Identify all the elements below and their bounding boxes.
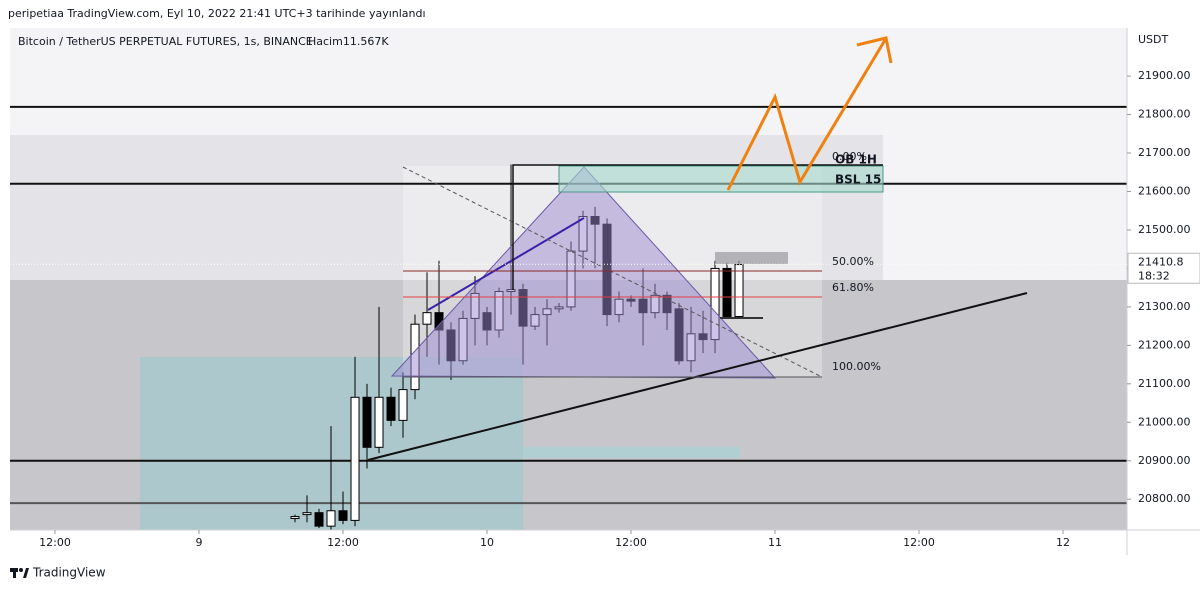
candle-body	[326, 510, 336, 527]
x-tick-label: 12:00	[39, 536, 71, 549]
x-tick-label: 11	[768, 536, 782, 549]
last-price: 21410.8	[1138, 255, 1184, 268]
annotation: 61.80%	[832, 281, 874, 294]
countdown: 18:32	[1138, 269, 1170, 282]
annotation: 50.00%	[832, 255, 874, 268]
y-tick-label: 21300.00	[1138, 300, 1191, 313]
y-tick-label: 21500.00	[1138, 223, 1191, 236]
box	[715, 252, 788, 264]
y-tick-label: 21100.00	[1138, 377, 1191, 390]
annotation: BSL 15	[835, 173, 881, 187]
candle-body	[722, 267, 732, 318]
logo-mark	[23, 568, 29, 578]
footer-brand: TradingView	[32, 566, 106, 580]
candle-body	[374, 396, 384, 448]
box-line	[512, 164, 883, 290]
logo-mark	[13, 568, 16, 578]
candle-body	[314, 512, 324, 527]
y-tick-label: 20800.00	[1138, 492, 1191, 505]
candle-body	[290, 516, 300, 519]
x-tick-label: 12:00	[903, 536, 935, 549]
y-tick-label: 21900.00	[1138, 69, 1191, 82]
y-tick-label: 21600.00	[1138, 184, 1191, 197]
annotation: OB 1H	[835, 153, 877, 167]
y-unit: USDT	[1138, 33, 1169, 46]
y-tick-label: 21200.00	[1138, 338, 1191, 351]
candle-body	[350, 396, 360, 521]
dashed-line	[402, 166, 823, 378]
x-tick-label: 9	[196, 536, 203, 549]
arrow-head	[856, 36, 893, 64]
ob-box	[558, 165, 884, 193]
zone	[523, 447, 740, 458]
y-tick-label: 20900.00	[1138, 454, 1191, 467]
annotation: 100.00%	[832, 360, 881, 373]
logo	[10, 568, 29, 578]
y-tick-label: 21700.00	[1138, 146, 1191, 159]
candle-body	[338, 510, 348, 521]
y-tick-label: 21800.00	[1138, 108, 1191, 121]
y-tick-label: 21000.00	[1138, 415, 1191, 428]
candle-body	[398, 389, 408, 421]
header: peripetiaa TradingView.com, Eyl 10, 2022…	[8, 7, 426, 20]
price-tag	[1127, 252, 1200, 284]
x-tick-label: 10	[480, 536, 494, 549]
candle-body	[422, 312, 432, 325]
x-tick-label: 12:00	[327, 536, 359, 549]
logo-mark	[19, 568, 23, 572]
candle-body	[734, 264, 744, 318]
x-tick-label: 12	[1056, 536, 1070, 549]
drawings	[367, 36, 1028, 461]
annotation: 0.00%	[832, 150, 867, 163]
volume-label: Hacim11.567K	[308, 35, 389, 48]
chart-title: Bitcoin / TetherUS PERPETUAL FUTURES, 1s…	[18, 35, 313, 48]
candle-body	[302, 512, 312, 516]
candle-body	[386, 396, 396, 421]
candle-body	[362, 396, 372, 448]
arrow	[726, 39, 887, 191]
x-tick-label: 12:00	[615, 536, 647, 549]
